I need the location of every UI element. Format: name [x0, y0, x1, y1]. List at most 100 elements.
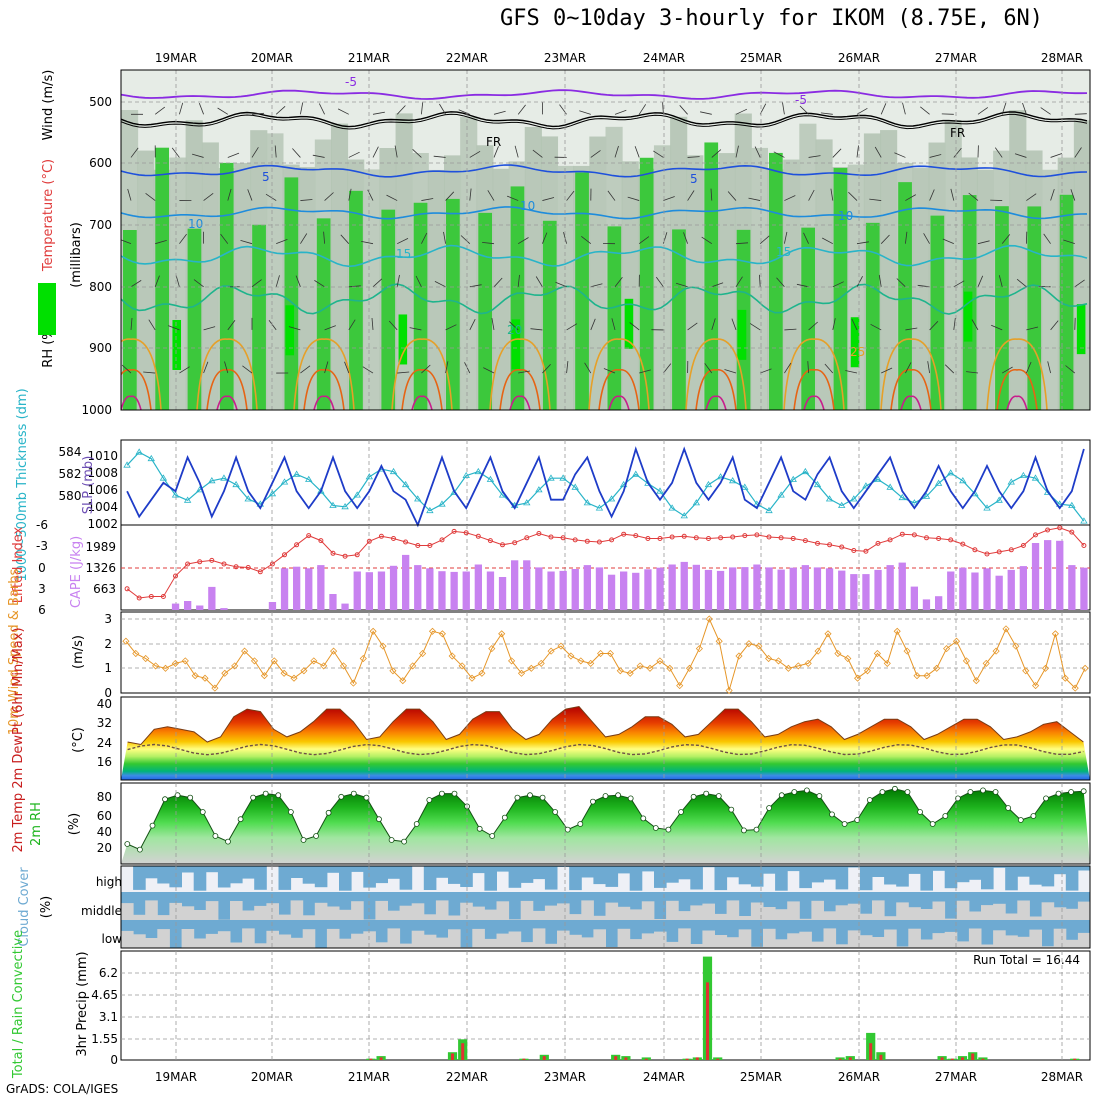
- wind-barb: [832, 281, 844, 288]
- wind-barb: [953, 280, 965, 288]
- wind-barb: [749, 323, 761, 331]
- cloud-cell: [448, 915, 461, 920]
- wind-barb: [784, 328, 797, 331]
- wind-speed-point: [1071, 684, 1079, 692]
- rh-point: [225, 838, 231, 845]
- wind-barb: [942, 238, 954, 245]
- cloud-cell: [1041, 946, 1055, 948]
- cloud-cell: [799, 931, 812, 948]
- cloud-cell: [496, 933, 510, 948]
- precip-convective-bar: [451, 1053, 454, 1060]
- lifted-index-point: [1033, 532, 1038, 538]
- thickness-point: [910, 499, 919, 506]
- wind-barb: [1026, 193, 1037, 201]
- lifted-index-point: [706, 536, 711, 541]
- wind-barb: [388, 320, 398, 331]
- lifted-index-tick: -6: [36, 518, 48, 532]
- lifted-index-point: [1045, 527, 1051, 533]
- wind-barb: [130, 317, 133, 330]
- cape-bar: [729, 567, 737, 610]
- precip-convective-bar: [685, 1058, 689, 1060]
- date-tick-bottom: 27MAR: [935, 1070, 977, 1084]
- cloud-cell: [181, 929, 195, 948]
- wind-barb: [701, 236, 713, 245]
- rh-gray-band: [718, 153, 736, 410]
- cloud-cell: [956, 941, 970, 948]
- cloud-cell: [351, 901, 364, 920]
- precip-tick: 4.65: [91, 988, 118, 1002]
- wind-speed-point: [330, 647, 338, 655]
- wind-barb: [348, 319, 356, 331]
- cloud-cell: [181, 866, 195, 873]
- cape-bar: [959, 567, 967, 610]
- wind-barb: [1001, 366, 1013, 374]
- cloud-cell: [593, 866, 606, 885]
- lifted-index-point: [221, 561, 227, 567]
- cloud-cell: [363, 931, 376, 948]
- date-tick-bottom: 19MAR: [155, 1070, 197, 1084]
- temp-area: [121, 706, 1090, 780]
- rh-point: [741, 827, 747, 834]
- rh-point: [1005, 805, 1012, 811]
- cloud-cell: [532, 910, 546, 920]
- cloud-cell: [1005, 935, 1018, 948]
- precip-convective-bar: [522, 1058, 526, 1060]
- lifted-index-point: [124, 586, 130, 592]
- lifted-index-point: [524, 535, 530, 541]
- wind-barb: [130, 280, 142, 288]
- lifted-index-point: [839, 544, 845, 550]
- cape-bar: [474, 564, 482, 610]
- rh-gray-band: [330, 123, 349, 410]
- wind-barb: [614, 145, 619, 158]
- thickness-point: [898, 493, 906, 501]
- cloud-cell: [750, 902, 764, 920]
- lifted-index-point: [924, 535, 929, 541]
- wind-speed-point: [221, 669, 229, 677]
- wind-barb: [312, 154, 325, 158]
- cloud-cell: [423, 866, 437, 890]
- wind-barb: [662, 102, 664, 115]
- rh-point: [992, 789, 999, 795]
- thickness-point: [1007, 478, 1015, 485]
- lifted-index-point: [330, 550, 336, 556]
- rh-gray-band: [557, 165, 575, 410]
- wind-barb: [121, 239, 132, 245]
- cape-bar: [801, 565, 809, 610]
- cape-lifted-index-panel: -6 -3 0 3 6 1989 1326 663 Lifted Index CAPE (J/kg…: [11, 518, 1091, 617]
- wind-barb: [203, 192, 214, 201]
- cape-bar: [305, 568, 313, 610]
- freezing-level-line: [121, 111, 1088, 128]
- cloud-cell: [411, 930, 425, 948]
- wind-barb: [439, 103, 446, 115]
- wind-barb: [590, 283, 603, 288]
- date-tick-top: 26MAR: [838, 51, 880, 65]
- cloud-cell: [981, 944, 994, 948]
- wind-barb: [318, 103, 325, 115]
- lifted-index-point: [148, 594, 154, 599]
- wind-speed-point: [369, 627, 377, 635]
- wind-speed-point: [933, 664, 941, 672]
- wind-barb: [776, 277, 785, 288]
- wind-speed-point: [517, 669, 526, 677]
- lifted-index-tick: -3: [36, 539, 48, 553]
- lifted-index-point: [815, 540, 820, 546]
- rh-point: [627, 795, 634, 802]
- wind-speed-point: [824, 630, 832, 638]
- isotherm-25: [986, 338, 1048, 410]
- wind-barb: [193, 279, 204, 288]
- cloud-cell: [847, 930, 861, 948]
- wind-barb: [754, 146, 761, 158]
- wind-barb: [121, 364, 132, 374]
- wind-barb: [240, 240, 253, 245]
- wind-barb: [469, 150, 481, 158]
- cloud-cell: [254, 866, 267, 890]
- thickness-tick: 584: [59, 445, 82, 459]
- thickness-point: [934, 479, 943, 486]
- wind-barb: [711, 282, 724, 288]
- cloud-cell: [617, 928, 631, 948]
- cloud-cell: [484, 938, 497, 948]
- cloud-cell: [1041, 902, 1055, 920]
- thickness-point: [983, 504, 991, 511]
- wind-barb: [247, 189, 253, 201]
- lifted-index-point: [1069, 529, 1075, 535]
